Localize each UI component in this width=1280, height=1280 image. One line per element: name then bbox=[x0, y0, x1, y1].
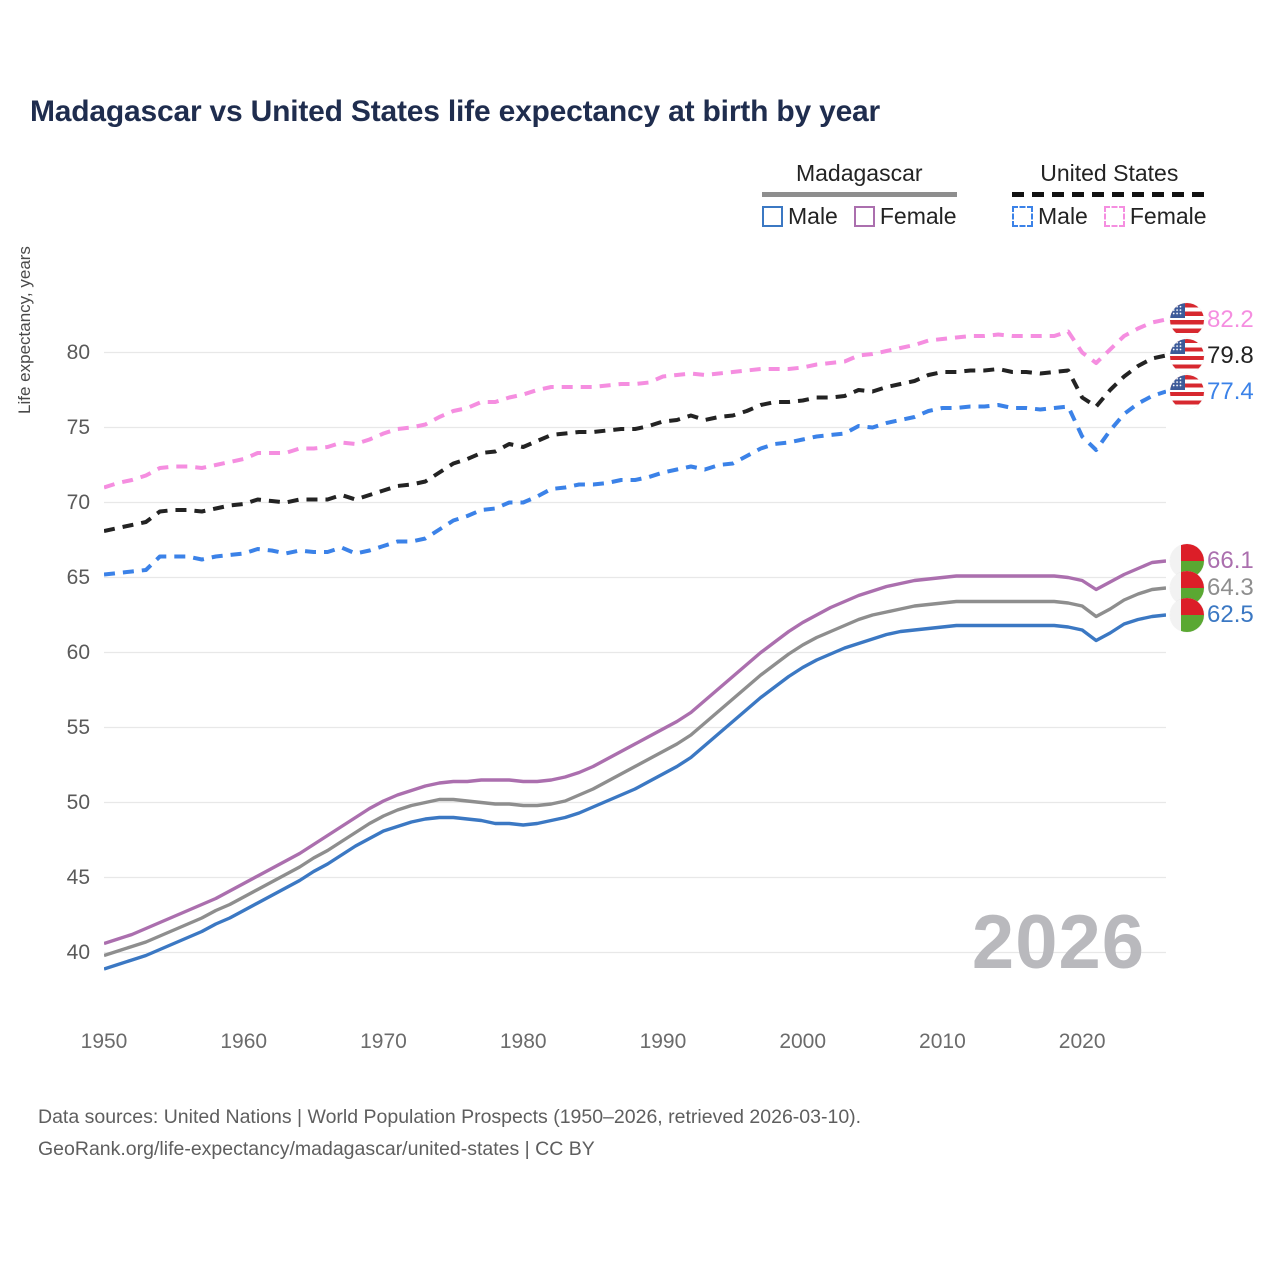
legend-item-united-states-female[interactable]: Female bbox=[1103, 203, 1207, 229]
flag-united-states-icon bbox=[1170, 302, 1204, 337]
plot-area bbox=[104, 300, 1166, 990]
series-end-value: 62.5 bbox=[1207, 601, 1254, 628]
y-axis-tick: 60 bbox=[66, 640, 90, 664]
legend-item-label: Male bbox=[788, 203, 838, 229]
y-axis-title: Life expectancy, years bbox=[15, 246, 34, 414]
y-axis-tick: 70 bbox=[66, 490, 90, 514]
legend-swatch-icon bbox=[1103, 206, 1125, 227]
series-end-value: 66.1 bbox=[1207, 547, 1254, 574]
flag-madagascar-icon bbox=[1170, 544, 1204, 578]
series-end-label: 82.2 bbox=[1170, 302, 1254, 337]
flag-united-states-icon bbox=[1170, 374, 1204, 409]
series-line bbox=[104, 586, 1166, 958]
series-line bbox=[104, 559, 1166, 946]
footer: Data sources: United Nations | World Pop… bbox=[38, 1106, 861, 1170]
flag-madagascar-icon bbox=[1170, 598, 1204, 632]
series-line bbox=[104, 317, 1166, 490]
footer-line-attribution: GeoRank.org/life-expectancy/madagascar/u… bbox=[38, 1138, 595, 1160]
flag-united-states-icon bbox=[1170, 338, 1204, 373]
x-axis-tick: 1950 bbox=[80, 1030, 128, 1053]
series-end-label: 79.8 bbox=[1170, 338, 1254, 373]
chart-legend: Madagascar Male Female United States Mal bbox=[752, 160, 1252, 240]
x-axis-tick: 1990 bbox=[639, 1030, 687, 1053]
legend-swatch-icon bbox=[762, 206, 783, 227]
y-axis-tick: 80 bbox=[66, 340, 90, 364]
legend-rule-united-states bbox=[1012, 192, 1207, 197]
page-title: Madagascar vs United States life expecta… bbox=[30, 95, 881, 128]
y-axis-tick: 75 bbox=[66, 415, 90, 439]
series-end-label: 66.1 bbox=[1170, 544, 1254, 578]
footer-line-sources: Data sources: United Nations | World Pop… bbox=[38, 1106, 862, 1128]
x-axis-tick: 1980 bbox=[499, 1030, 547, 1053]
legend-group-united-states: United States Male Female bbox=[1012, 160, 1207, 228]
legend-country-label: Madagascar bbox=[795, 160, 923, 186]
series-line bbox=[104, 353, 1166, 533]
series-end-value: 64.3 bbox=[1207, 574, 1254, 601]
legend-country-label: United States bbox=[1040, 160, 1179, 186]
y-axis-tick: 45 bbox=[66, 865, 90, 889]
legend-item-label: Male bbox=[1038, 203, 1088, 229]
legend-item-label: Female bbox=[879, 203, 957, 229]
legend-swatch-icon bbox=[853, 206, 875, 227]
legend-group-madagascar: Madagascar Male Female bbox=[762, 160, 957, 228]
legend-swatch-icon bbox=[1012, 206, 1033, 227]
x-axis-tick: 1970 bbox=[360, 1030, 407, 1053]
legend-item-label: Female bbox=[1129, 203, 1207, 229]
series-end-value: 82.2 bbox=[1207, 305, 1254, 333]
series-end-value: 79.8 bbox=[1207, 341, 1254, 369]
series-end-label: 77.4 bbox=[1170, 374, 1254, 409]
y-axis-tick: 50 bbox=[66, 790, 90, 814]
chart-svg bbox=[104, 317, 1166, 971]
y-axis-tick: 65 bbox=[66, 565, 90, 589]
legend-item-madagascar-female[interactable]: Female bbox=[853, 203, 957, 229]
series-line bbox=[104, 389, 1166, 577]
series-end-value: 77.4 bbox=[1207, 377, 1254, 405]
series-end-label: 62.5 bbox=[1170, 598, 1254, 632]
x-axis-tick: 2010 bbox=[919, 1030, 966, 1053]
x-axis-tick: 1960 bbox=[220, 1030, 268, 1053]
year-watermark: 2026 bbox=[971, 900, 1145, 985]
y-axis-tick: 55 bbox=[66, 715, 90, 739]
series-line bbox=[104, 613, 1166, 971]
legend-item-united-states-male[interactable]: Male bbox=[1012, 205, 1088, 228]
legend-rule-madagascar bbox=[762, 192, 957, 197]
y-axis-tick: 40 bbox=[66, 940, 90, 964]
x-axis-tick: 2020 bbox=[1058, 1030, 1106, 1053]
legend-item-madagascar-male[interactable]: Male bbox=[762, 205, 838, 228]
x-axis-tick: 2000 bbox=[779, 1030, 827, 1053]
y-axis-tick-labels: 40 45 50 55 60 65 70 75 80 bbox=[18, 300, 90, 990]
